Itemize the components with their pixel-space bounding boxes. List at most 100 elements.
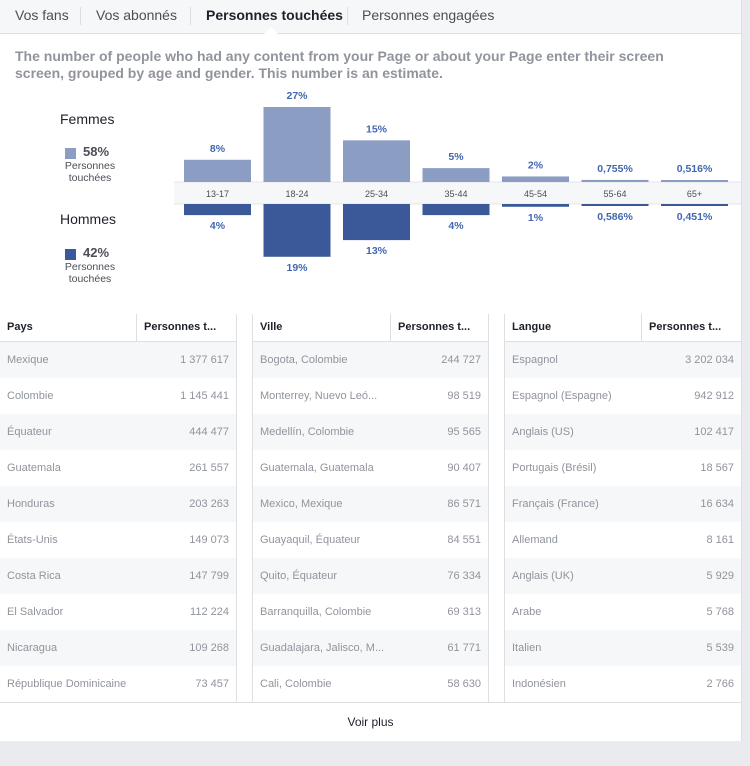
column-divider xyxy=(136,314,137,341)
women-value-label: 8% xyxy=(210,143,226,155)
men-bar-55-64 xyxy=(581,204,649,206)
table-row: Portugais (Brésil) 18 567 xyxy=(505,450,741,486)
men-value-label: 4% xyxy=(448,220,464,232)
column-header-name[interactable]: Ville xyxy=(260,321,283,333)
row-value: 69 313 xyxy=(447,606,481,618)
row-value: 86 571 xyxy=(447,498,481,510)
row-value: 147 799 xyxy=(189,570,229,582)
table-row: Cali, Colombie 58 630 xyxy=(253,666,488,702)
row-value: 942 912 xyxy=(694,390,734,402)
row-label: Français (France) xyxy=(512,498,599,510)
row-label: Italien xyxy=(512,642,542,654)
table-row: Anglais (US) 102 417 xyxy=(505,414,741,450)
row-label: Bogota, Colombie xyxy=(260,354,348,366)
row-label: Allemand xyxy=(512,534,558,546)
women-value-label: 2% xyxy=(528,159,544,171)
table-row: Monterrey, Nuevo Leó... 98 519 xyxy=(253,378,488,414)
row-label: Cali, Colombie xyxy=(260,678,332,690)
row-value: 109 268 xyxy=(189,642,229,654)
men-legend-label: Personnes touchées xyxy=(60,261,120,285)
column-header-name[interactable]: Langue xyxy=(512,321,552,333)
row-value: 203 263 xyxy=(189,498,229,510)
row-label: République Dominicaine xyxy=(7,678,127,690)
row-label: Medellín, Colombie xyxy=(260,426,355,438)
tab-vos-abonnes[interactable]: Vos abonnés xyxy=(96,7,177,23)
tab-divider xyxy=(347,7,348,25)
row-label: Espagnol xyxy=(512,354,558,366)
column-header-value[interactable]: Personnes t... xyxy=(398,321,471,333)
row-value: 3 202 034 xyxy=(685,354,734,366)
tab-divider xyxy=(80,7,81,25)
table-row: Arabe 5 768 xyxy=(505,594,741,630)
row-value: 1 377 617 xyxy=(180,354,229,366)
table-row: Honduras 203 263 xyxy=(0,486,236,522)
row-value: 261 557 xyxy=(189,462,229,474)
row-value: 73 457 xyxy=(195,678,229,690)
table-row: Nicaragua 109 268 xyxy=(0,630,236,666)
table-row: Guayaquil, Équateur 84 551 xyxy=(253,522,488,558)
age-category-label: 13-17 xyxy=(206,189,229,199)
row-label: Honduras xyxy=(7,498,55,510)
table-row: Équateur 444 477 xyxy=(0,414,236,450)
women-legend-label-line1: Personnes xyxy=(64,160,116,172)
row-label: Équateur xyxy=(7,426,52,438)
women-bar-55-64 xyxy=(581,179,649,182)
table-row: Guatemala, Guatemala 90 407 xyxy=(253,450,488,486)
language-table: Langue Personnes t... Espagnol 3 202 034 Esp… xyxy=(505,314,741,702)
tab-vos-fans[interactable]: Vos fans xyxy=(15,7,69,23)
row-label: Colombie xyxy=(7,390,54,402)
age-category-label: 65+ xyxy=(687,189,702,199)
tab-personnes-engagees[interactable]: Personnes engagées xyxy=(362,7,495,23)
tab-personnes-touchees[interactable]: Personnes touchées xyxy=(206,7,343,23)
men-color-swatch xyxy=(65,249,76,260)
women-color-swatch xyxy=(65,148,76,159)
see-more-button[interactable]: Voir plus xyxy=(0,702,741,741)
row-value: 98 519 xyxy=(447,390,481,402)
table-row: Guatemala 261 557 xyxy=(0,450,236,486)
table-row: Barranquilla, Colombie 69 313 xyxy=(253,594,488,630)
column-header-value[interactable]: Personnes t... xyxy=(144,321,217,333)
table-row: Indonésien 2 766 xyxy=(505,666,741,702)
column-header-name[interactable]: Pays xyxy=(7,321,33,333)
men-percent: 42% xyxy=(83,245,110,260)
women-value-label: 15% xyxy=(366,123,388,135)
table-header: Langue Personnes t... xyxy=(505,314,741,342)
row-value: 61 771 xyxy=(447,642,481,654)
men-legend-title: Hommes xyxy=(60,211,117,227)
table-row: Italien 5 539 xyxy=(505,630,741,666)
men-value-label: 0,586% xyxy=(597,211,633,223)
table-row: Espagnol (Espagne) 942 912 xyxy=(505,378,741,414)
women-legend-label: Personnes touchées xyxy=(60,160,120,184)
men-value-label: 4% xyxy=(210,220,226,232)
row-label: Guayaquil, Équateur xyxy=(260,534,361,546)
table-row: Mexico, Mexique 86 571 xyxy=(253,486,488,522)
row-value: 5 929 xyxy=(706,570,734,582)
row-label: Guatemala xyxy=(7,462,61,474)
row-label: Monterrey, Nuevo Leó... xyxy=(260,390,378,402)
row-label: Indonésien xyxy=(512,678,566,690)
men-bar-65+ xyxy=(661,204,728,206)
men-bar-45-54 xyxy=(502,204,569,207)
men-value-label: 13% xyxy=(366,245,388,257)
women-bar-18-24 xyxy=(263,107,331,182)
row-label: El Salvador xyxy=(7,606,64,618)
row-label: Costa Rica xyxy=(7,570,61,582)
table-row: République Dominicaine 73 457 xyxy=(0,666,236,702)
row-value: 18 567 xyxy=(700,462,734,474)
tab-divider xyxy=(190,7,191,25)
column-header-value[interactable]: Personnes t... xyxy=(649,321,722,333)
table-row: Espagnol 3 202 034 xyxy=(505,342,741,378)
row-value: 112 224 xyxy=(190,606,229,618)
row-label: Guadalajara, Jalisco, M... xyxy=(260,642,385,654)
table-row: États-Unis 149 073 xyxy=(0,522,236,558)
row-label: Portugais (Brésil) xyxy=(512,462,597,474)
column-divider xyxy=(390,314,391,341)
table-header: Pays Personnes t... xyxy=(0,314,236,342)
table-row: Anglais (UK) 5 929 xyxy=(505,558,741,594)
men-legend-label-line2: touchées xyxy=(68,273,112,285)
row-value: 16 634 xyxy=(700,498,734,510)
audience-panel: Vos fans Vos abonnés Personnes touchées … xyxy=(0,0,742,741)
row-label: Arabe xyxy=(512,606,542,618)
row-label: Barranquilla, Colombie xyxy=(260,606,372,618)
row-value: 5 539 xyxy=(706,642,734,654)
